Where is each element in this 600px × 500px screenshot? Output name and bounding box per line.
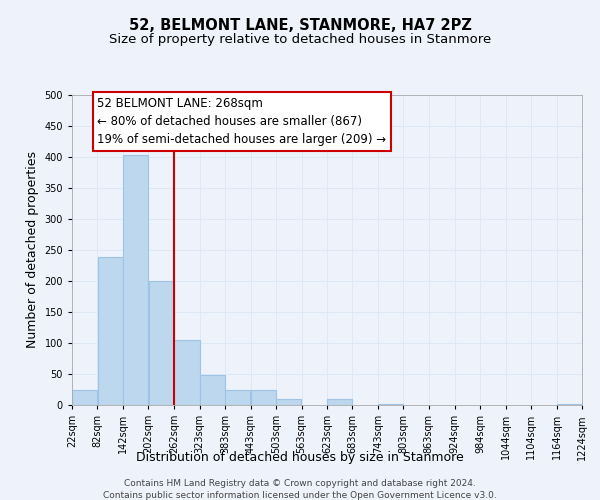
Text: 52, BELMONT LANE, STANMORE, HA7 2PZ: 52, BELMONT LANE, STANMORE, HA7 2PZ xyxy=(128,18,472,32)
Bar xyxy=(174,340,200,405)
Text: Distribution of detached houses by size in Stanmore: Distribution of detached houses by size … xyxy=(136,451,464,464)
Bar xyxy=(149,281,173,405)
Bar xyxy=(123,155,148,405)
Text: 52 BELMONT LANE: 268sqm
← 80% of detached houses are smaller (867)
19% of semi-d: 52 BELMONT LANE: 268sqm ← 80% of detache… xyxy=(97,97,386,146)
Bar xyxy=(226,390,250,405)
Bar xyxy=(251,390,276,405)
Bar xyxy=(98,258,123,405)
Bar xyxy=(557,404,582,405)
Text: Contains public sector information licensed under the Open Government Licence v3: Contains public sector information licen… xyxy=(103,490,497,500)
Text: Size of property relative to detached houses in Stanmore: Size of property relative to detached ho… xyxy=(109,32,491,46)
Y-axis label: Number of detached properties: Number of detached properties xyxy=(26,152,39,348)
Bar xyxy=(378,404,403,405)
Bar xyxy=(276,399,301,405)
Bar xyxy=(72,390,97,405)
Text: Contains HM Land Registry data © Crown copyright and database right 2024.: Contains HM Land Registry data © Crown c… xyxy=(124,480,476,488)
Bar xyxy=(327,399,352,405)
Bar xyxy=(200,374,225,405)
